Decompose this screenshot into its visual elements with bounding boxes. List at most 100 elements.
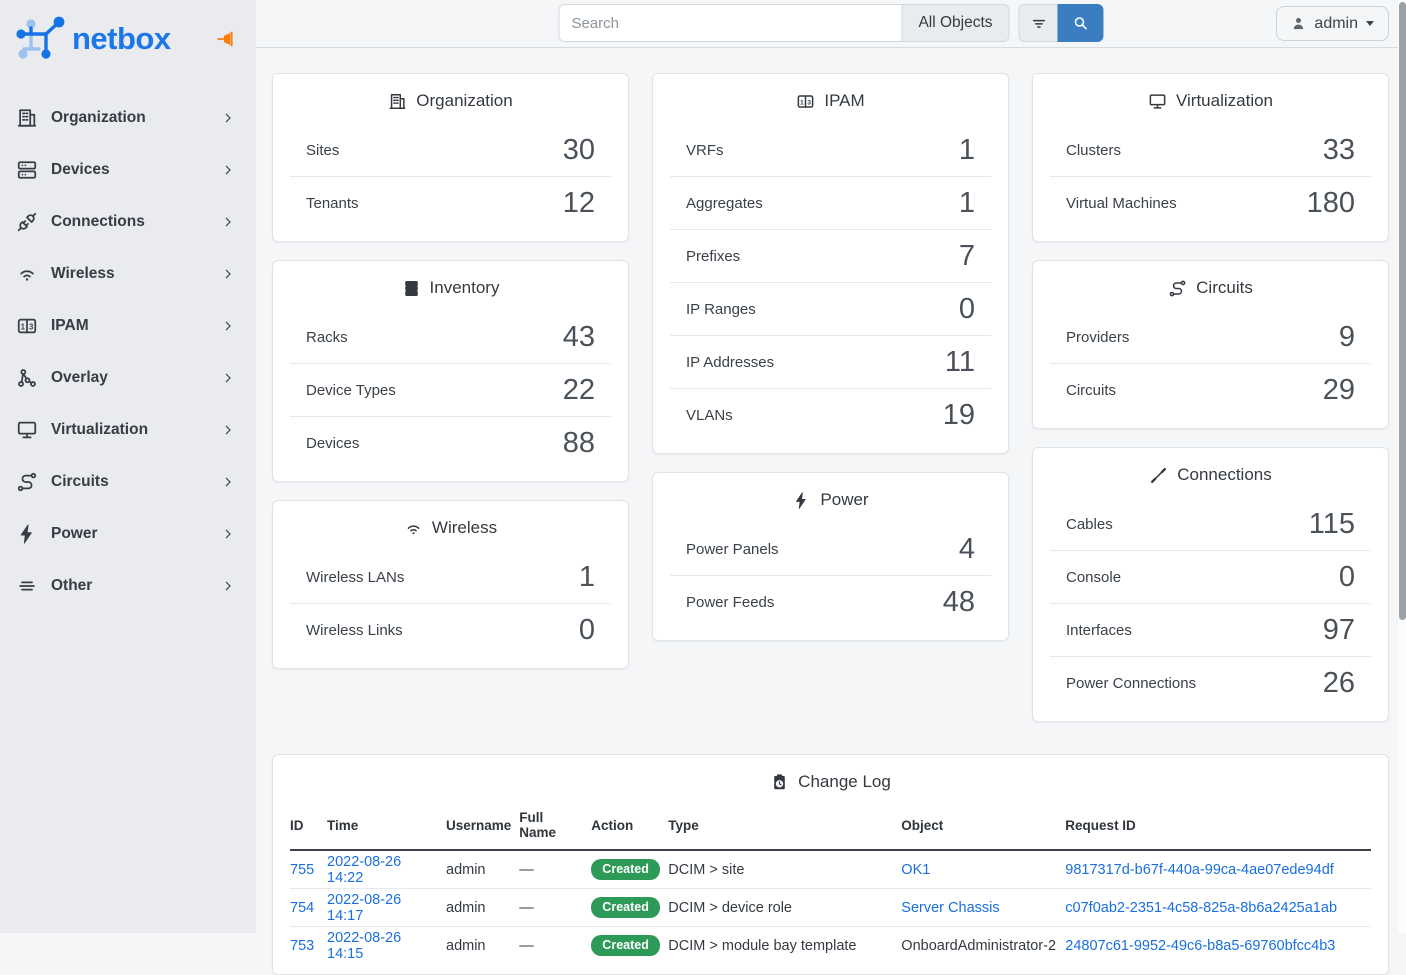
stat-value[interactable]: 11 [944,345,975,378]
user-menu-button[interactable]: admin [1276,6,1389,41]
sidebar-item-ipam[interactable]: 1 3 IPAM [0,300,256,352]
stat-row-device-types[interactable]: Device Types 22 [290,363,611,416]
stat-row-providers[interactable]: Providers 9 [1050,311,1371,363]
sidebar-item-power[interactable]: Power [0,508,256,560]
sidebar-item-label: Overlay [51,369,108,386]
change-id-link[interactable]: 754 [290,899,315,916]
change-time-link[interactable]: 2022-08-26 14:15 [327,929,402,962]
stat-label: Wireless Links [306,621,403,639]
changelog-table: ID Time Username Full Name Action Type Object R… [290,803,1371,964]
stat-row-console[interactable]: Console 0 [1050,550,1371,603]
search-input[interactable] [558,4,902,42]
card-power: Power Power Panels 4 Power Feeds 48 [652,472,1009,641]
stat-value[interactable]: 9 [1338,320,1355,353]
sidebar-item-label: Connections [51,213,145,230]
changelog-column-object: Object [901,803,1066,851]
sidebar-item-devices[interactable]: Devices [0,144,256,196]
search-icon [1073,15,1089,31]
request-id-link[interactable]: c07f0ab2-2351-4c58-825a-8b6a2425a1ab [1065,899,1338,916]
sidebar-item-overlay[interactable]: Overlay [0,352,256,404]
stat-value[interactable]: 115 [1308,507,1355,540]
search-button[interactable] [1057,4,1104,42]
scrollbar-thumb[interactable] [1398,2,1406,620]
sidebar-item-label: IPAM [51,317,89,334]
change-time-link[interactable]: 2022-08-26 14:17 [327,891,402,924]
change-id-link[interactable]: 755 [290,861,315,878]
stat-row-vrfs[interactable]: VRFs 1 [670,124,991,176]
stat-value[interactable]: 4 [958,532,975,565]
filter-button[interactable] [1018,4,1058,42]
stat-value[interactable]: 43 [562,320,595,353]
stat-value[interactable]: 33 [1322,133,1355,166]
stat-value[interactable]: 12 [562,186,595,219]
changelog-column-action: Action [591,803,669,851]
brand[interactable]: netbox [0,0,256,82]
stat-rows: Racks 43 Device Types 22 Devices 88 [273,307,628,481]
sidebar-item-connections[interactable]: Connections [0,196,256,248]
stat-row-power-connections[interactable]: Power Connections 26 [1050,656,1371,709]
sidebar-item-organization[interactable]: Organization [0,92,256,144]
stat-row-power-panels[interactable]: Power Panels 4 [670,523,991,575]
stat-rows: Wireless LANs 1 Wireless Links 0 [273,547,628,668]
stat-value[interactable]: 26 [1322,666,1355,699]
stat-row-power-feeds[interactable]: Power Feeds 48 [670,575,991,628]
stat-value[interactable]: 180 [1306,186,1355,219]
request-id-link[interactable]: 24807c61-9952-49c6-b8a5-69760bfcc4b3 [1065,937,1336,954]
stat-value[interactable]: 29 [1322,373,1355,406]
stat-row-sites[interactable]: Sites 30 [290,124,611,176]
stat-row-wireless-links[interactable]: Wireless Links 0 [290,603,611,656]
stat-value[interactable]: 1 [578,560,595,593]
stat-row-ip-addresses[interactable]: IP Addresses 11 [670,335,991,388]
change-id-link[interactable]: 753 [290,937,315,954]
action-badge: Created [591,897,660,918]
stat-row-virtual-machines[interactable]: Virtual Machines 180 [1050,176,1371,229]
change-full-name: — [519,899,534,916]
card-title: Organization [273,74,628,120]
stat-label: Prefixes [686,247,741,265]
stat-value[interactable]: 88 [562,426,595,459]
change-time-link[interactable]: 2022-08-26 14:22 [327,853,402,886]
stat-value[interactable]: 1 [958,186,975,219]
changelog-row-753: 753 2022-08-26 14:15 admin — Created DCIM > m… [290,926,1371,964]
sidebar-item-other[interactable]: Other [0,560,256,612]
stat-value[interactable]: 48 [942,585,975,618]
netbox-logo-icon [14,16,66,62]
stat-value[interactable]: 1 [958,133,975,166]
sidebar-item-label: Organization [51,109,146,126]
search-scope-select[interactable]: All Objects [901,4,1010,42]
stat-row-interfaces[interactable]: Interfaces 97 [1050,603,1371,656]
stat-value[interactable]: 22 [562,373,595,406]
stat-value[interactable]: 0 [578,613,595,646]
stat-value[interactable]: 19 [942,398,975,431]
stat-value[interactable]: 0 [958,292,975,325]
card-title-text: IPAM [824,91,865,110]
stat-row-vlans[interactable]: VLANs 19 [670,388,991,441]
stat-row-cables[interactable]: Cables 115 [1050,498,1371,550]
stat-row-aggregates[interactable]: Aggregates 1 [670,176,991,229]
stat-row-ip-ranges[interactable]: IP Ranges 0 [670,282,991,335]
stat-row-wireless-lans[interactable]: Wireless LANs 1 [290,551,611,603]
pin-icon[interactable] [216,29,236,49]
person-icon [1291,16,1306,31]
change-object-link[interactable]: Server Chassis [901,899,1000,916]
stat-value[interactable]: 7 [958,239,975,272]
stat-row-racks[interactable]: Racks 43 [290,311,611,363]
scrollbar-track[interactable] [1398,0,1406,933]
sidebar-item-wireless[interactable]: Wireless [0,248,256,300]
stat-row-clusters[interactable]: Clusters 33 [1050,124,1371,176]
stat-row-devices[interactable]: Devices 88 [290,416,611,469]
stat-value[interactable]: 97 [1322,613,1355,646]
stat-row-circuits[interactable]: Circuits 29 [1050,363,1371,416]
stat-value[interactable]: 0 [1338,560,1355,593]
card-title-text: Inventory [429,278,500,297]
sidebar-item-label: Devices [51,161,110,178]
sidebar-item-circuits[interactable]: Circuits [0,456,256,508]
sidebar-item-virtualization[interactable]: Virtualization [0,404,256,456]
route-icon [16,471,38,493]
stat-row-prefixes[interactable]: Prefixes 7 [670,229,991,282]
stat-value[interactable]: 30 [562,133,595,166]
request-id-link[interactable]: 9817317d-b67f-440a-99ca-4ae07ede94df [1065,861,1334,878]
stat-label: IP Ranges [686,300,756,318]
change-object-link[interactable]: OK1 [901,861,931,878]
stat-row-tenants[interactable]: Tenants 12 [290,176,611,229]
